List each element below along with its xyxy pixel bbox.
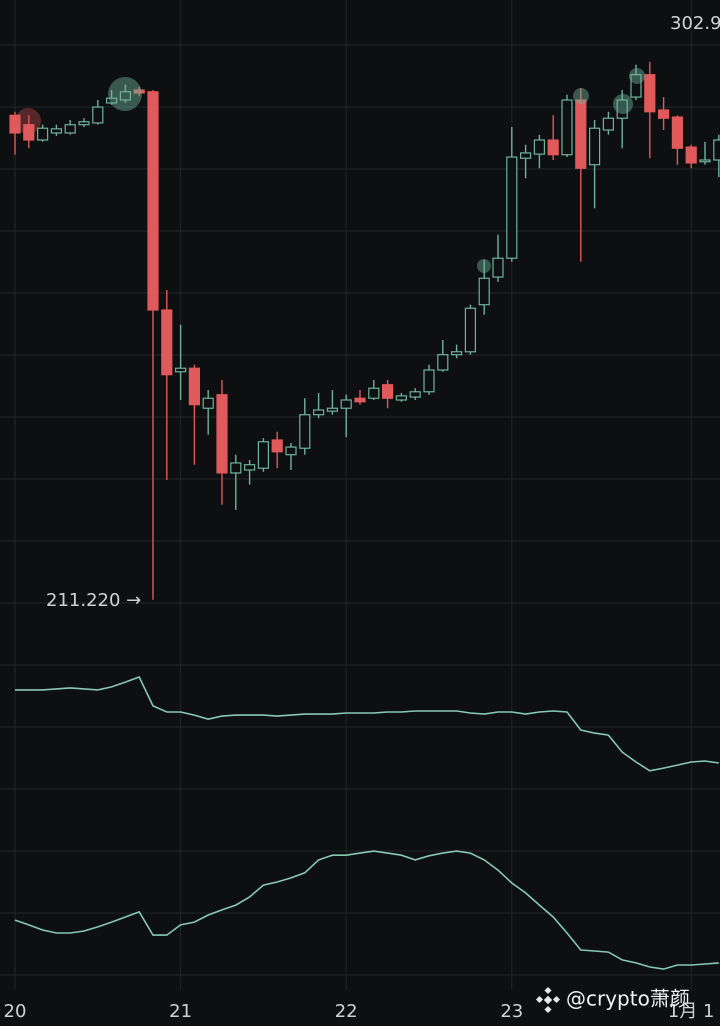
candle-body xyxy=(340,399,352,409)
candle-body xyxy=(23,124,35,141)
candle-body xyxy=(423,369,435,393)
candle-body xyxy=(437,354,449,371)
signal-marker xyxy=(15,108,41,134)
candle-body xyxy=(368,387,380,399)
watermark-logo xyxy=(535,986,561,1014)
labels: 20 21 22 23 1月 1 xyxy=(4,1001,715,1022)
candle-body xyxy=(644,74,656,113)
candle-body xyxy=(382,384,394,399)
low-price-label: 211.220 → xyxy=(46,590,141,611)
candle-body xyxy=(202,397,214,409)
candle-body xyxy=(464,307,476,353)
signal-marker xyxy=(629,68,645,84)
candle-body xyxy=(685,146,697,164)
indicator-line xyxy=(14,850,719,970)
candle-body xyxy=(92,106,104,124)
candle-body xyxy=(105,97,118,104)
candle-body xyxy=(230,462,242,474)
candle-body xyxy=(175,367,187,373)
candle-body xyxy=(713,139,720,161)
candle-body xyxy=(533,139,546,155)
candle-body xyxy=(299,414,311,449)
grid xyxy=(0,0,720,990)
candle-body xyxy=(36,127,49,141)
candle-body xyxy=(409,391,421,398)
candle-body xyxy=(119,91,132,101)
candle-body xyxy=(133,89,145,94)
candle-body xyxy=(671,116,684,149)
candle-body xyxy=(64,124,76,134)
indicator-panel xyxy=(14,675,719,970)
candle-body xyxy=(271,439,283,453)
candle-body xyxy=(451,351,463,356)
candle-body xyxy=(602,117,615,131)
indicator-line xyxy=(15,675,719,772)
candle-body xyxy=(9,114,21,134)
candle-body xyxy=(313,409,325,416)
candle-body xyxy=(244,464,256,471)
candle-body xyxy=(575,99,587,169)
candle-body xyxy=(257,441,269,469)
x-tick-label: 21 xyxy=(169,1001,192,1022)
candle-body xyxy=(492,257,504,278)
x-tick-label: 1月 1 xyxy=(668,1001,715,1022)
candle-body xyxy=(616,99,628,119)
candle-body xyxy=(50,128,63,134)
signal-marker xyxy=(573,88,589,104)
candle-body xyxy=(78,121,90,126)
candle-body xyxy=(657,109,670,119)
candle-body xyxy=(354,397,366,403)
signal-marker xyxy=(477,259,491,273)
candle-body xyxy=(326,407,338,412)
candle-body xyxy=(285,446,297,456)
x-tick-label: 22 xyxy=(335,1001,358,1022)
candle-body xyxy=(699,159,711,163)
candle-body xyxy=(216,394,228,474)
signal-marker xyxy=(108,77,142,111)
x-tick-label: 20 xyxy=(4,1001,27,1022)
candles xyxy=(9,61,720,600)
last-price-label: 302.9 xyxy=(670,13,720,34)
x-tick-label: 23 xyxy=(500,1001,523,1022)
signal-marker xyxy=(613,94,633,114)
candle-body xyxy=(588,127,601,166)
candle-body xyxy=(519,152,532,159)
candle-body xyxy=(161,309,173,376)
candle-body xyxy=(561,99,573,156)
candle-body xyxy=(188,367,200,406)
candle-body xyxy=(395,395,407,401)
candle-body xyxy=(506,156,518,259)
candle-body xyxy=(147,91,159,311)
watermark-text: @crypto萧颜 xyxy=(566,987,690,1011)
candle-body xyxy=(478,277,490,306)
candle-body xyxy=(630,74,642,98)
candle-body xyxy=(547,139,559,156)
watermark: @crypto萧颜 xyxy=(535,986,690,1014)
